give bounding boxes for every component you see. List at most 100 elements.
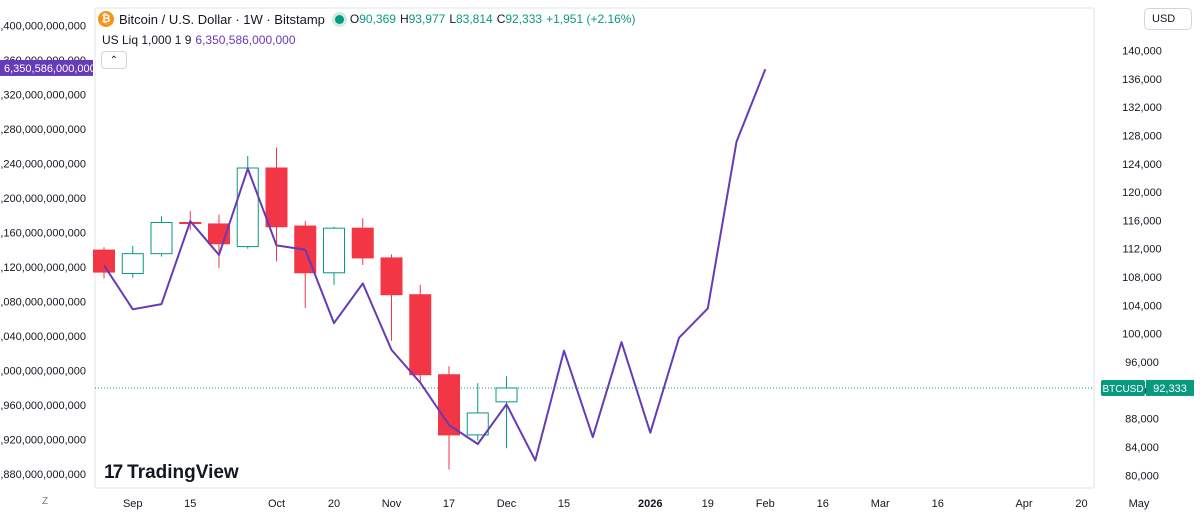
right-axis-tick-label: 128,000 [1122, 130, 1162, 142]
time-axis-tick-label: Oct [268, 498, 285, 510]
left-axis-tick-label: 6,400,000,000,000 [0, 20, 86, 32]
right-axis-tick-label: 136,000 [1122, 74, 1162, 86]
right-axis-tick-label: 108,000 [1122, 272, 1162, 284]
left-axis-tick-label: 6,080,000,000,000 [0, 297, 86, 309]
symbol-header: ₿ Bitcoin / U.S. Dollar · 1W · Bitstamp … [98, 9, 639, 29]
ohlc-low-value: 83,814 [456, 12, 493, 26]
candle-body [150, 222, 173, 255]
ohlc-open-value: 90,369 [359, 12, 396, 26]
right-axis-tick-label: 84,000 [1125, 442, 1159, 454]
indicator-value: 6,350,586,000,000 [195, 33, 296, 47]
time-axis-tick-label: 15 [558, 498, 570, 510]
candle-body [466, 412, 489, 436]
right-axis-tick-label: 104,000 [1122, 300, 1162, 312]
left-price-axis[interactable]: 6,400,000,000,0006,360,000,000,0006,320,… [0, 20, 96, 481]
time-axis-tick-label: Dec [497, 498, 517, 510]
price-value-label: 92,333 [1153, 383, 1187, 395]
time-axis-tick-label: Apr [1015, 498, 1032, 510]
right-axis-tick-label: 112,000 [1123, 244, 1162, 256]
left-axis-tick-label: 6,320,000,000,000 [0, 89, 86, 101]
candles-layer [93, 147, 518, 470]
time-axis-tick-label: 19 [702, 498, 714, 510]
candle-body [438, 374, 460, 436]
left-axis-tick-label: 6,120,000,000,000 [0, 262, 86, 274]
chart-frame [94, 7, 1095, 489]
candle-body [380, 257, 403, 296]
candle-down [294, 221, 317, 309]
liquidity-line-layer [103, 68, 767, 462]
ohlc-low-label: L [449, 12, 456, 26]
time-axis-tick-label: 16 [817, 498, 829, 510]
time-axis-tick-label: Mar [871, 498, 890, 510]
price-symbol-box [1101, 379, 1145, 396]
ohlc-close-value: 92,333 [505, 12, 543, 26]
indicator-legend[interactable]: US Liq 1,000 1 9 6,350,586,000,000 [102, 33, 296, 47]
ohlc-open-label: O [349, 12, 360, 26]
candle-body [409, 294, 432, 376]
time-axis-tick-label: Nov [382, 498, 402, 510]
right-axis-tick-label: 80,000 [1125, 470, 1159, 482]
tradingview-mark-icon: 17 [104, 462, 123, 483]
candle-up [495, 376, 518, 449]
left-axis-tick-label: 5,920,000,000,000 [0, 435, 86, 447]
ohlc-high-label: H [399, 12, 409, 26]
axis-labels-layer: BTCUSD 92,333 [1101, 379, 1194, 396]
candle-body [93, 249, 115, 273]
candle-down [409, 284, 432, 384]
price-symbol-label: BTCUSD [1102, 384, 1143, 395]
time-axis-tick-label: Sep [123, 498, 143, 510]
us-liquidity-line [103, 68, 767, 462]
time-axis-tick-label: Feb [756, 498, 775, 510]
right-axis-tick-label: 120,000 [1122, 187, 1162, 199]
collapse-legend-button[interactable]: ⌃ [101, 51, 127, 69]
tradingview-wordmark: TradingView [127, 462, 239, 483]
candle-body [121, 253, 144, 274]
right-axis-tick-label: 124,000 [1122, 159, 1162, 171]
left-axis-tick-label: 6,160,000,000,000 [0, 227, 86, 239]
candle-down [351, 218, 374, 265]
candle-down [265, 147, 288, 262]
ohlc-change-value: +1,951 (+2.16%) [546, 12, 636, 26]
right-price-axis[interactable]: 140,000 136,000 132,000 128,000 124,000 120,0… [1122, 45, 1162, 482]
time-axis-tick-label: 20 [328, 498, 340, 510]
market-open-icon [334, 14, 344, 24]
candle-body [236, 167, 259, 248]
right-axis-tick-label: 132,000 [1122, 102, 1162, 114]
tradingview-logo[interactable]: 17 TradingView [104, 462, 239, 484]
time-axis-tick-label: 15 [184, 498, 196, 510]
time-axis-tick-label: May [1129, 498, 1150, 510]
candle-body [351, 227, 374, 259]
candle-up [466, 383, 489, 441]
time-axis-tick-label: 20 [1075, 498, 1087, 510]
candle-body [265, 167, 288, 228]
left-axis-tick-label: 6,200,000,000,000 [0, 193, 86, 205]
right-axis-tick-label: 100,000 [1122, 329, 1162, 341]
right-axis-tick-label: 88,000 [1125, 414, 1159, 426]
left-axis-tick-label: 6,280,000,000,000 [0, 124, 86, 136]
time-axis[interactable]: Sep 15 Oct 20 Nov 17 Dec 15 2026 19 Feb 16 Mar 16 Apr 2… [123, 498, 1150, 510]
ohlc-high-value: 93,977 [408, 12, 446, 26]
candle-down [93, 247, 115, 279]
candle-down [438, 366, 460, 470]
candle-up [121, 245, 144, 278]
right-axis-tick-label: 116,000 [1123, 215, 1162, 227]
time-axis-tick-label: 17 [443, 498, 455, 510]
left-axis-tick-label: 6,240,000,000,000 [0, 158, 86, 170]
right-axis-tick-label: 96,000 [1125, 357, 1159, 369]
candle-down [380, 254, 403, 341]
candle-body [323, 227, 345, 274]
candle-up [323, 226, 345, 285]
indicator-label: US Liq 1,000 1 9 [102, 33, 192, 47]
candle-body [495, 387, 518, 403]
symbol-title[interactable]: Bitcoin / U.S. Dollar · 1W · Bitstamp [119, 11, 325, 27]
left-axis-tick-label: 6,040,000,000,000 [0, 331, 86, 343]
right-axis-tick-label: 140,000 [1122, 45, 1162, 57]
timezone-button[interactable]: Z [41, 496, 49, 507]
left-axis-current-value-box [0, 59, 93, 76]
currency-button[interactable]: USD [1144, 8, 1192, 30]
candle-up [150, 216, 173, 257]
bitcoin-icon[interactable]: ₿ [98, 11, 114, 27]
left-axis-tick-label: 5,960,000,000,000 [0, 400, 86, 412]
left-axis-current-value-label: 6,350,586,000,000 [4, 63, 96, 75]
